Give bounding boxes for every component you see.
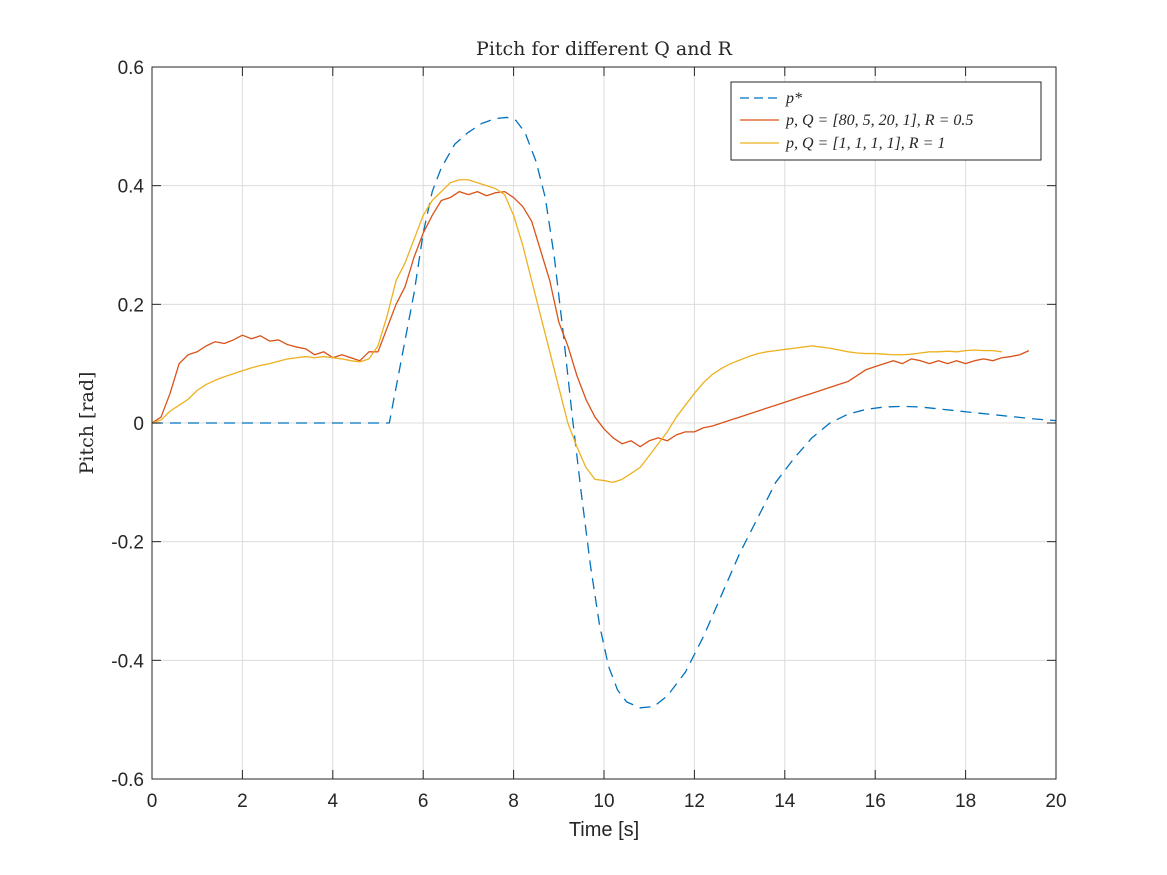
x-tick-label: 6 — [418, 791, 429, 812]
tick-labels: 0 2 4 6 8 10 12 14 16 18 20 -0.6 -0.4 -0.2 0 0.2 0.4 0.6 — [111, 58, 1066, 812]
legend-entry-p-star: p* — [740, 90, 802, 107]
legend-label: p* — [785, 90, 802, 107]
series-p-q1-line — [151, 179, 1002, 483]
y-tick-label: 0.6 — [118, 58, 144, 79]
series-layer — [151, 116, 1057, 709]
x-tick-label: 4 — [328, 791, 339, 812]
y-tick-label: -0.6 — [111, 770, 144, 791]
x-tick-label: 20 — [1045, 791, 1066, 812]
legend: p* p, Q = [80, 5, 20, 1], R = 0.5 p, Q = [… — [730, 81, 1042, 161]
x-tick-label: 2 — [237, 791, 248, 812]
x-tick-label: 8 — [508, 791, 519, 812]
legend-entry-p-q1: p, Q = [1, 1, 1, 1], R = 1 — [740, 135, 945, 152]
series-p-q80-line — [151, 190, 1030, 448]
y-tick-label: 0.4 — [118, 177, 145, 198]
y-tick-label: -0.2 — [111, 533, 144, 554]
legend-box — [730, 81, 1042, 161]
x-tick-label: 0 — [147, 791, 158, 812]
ticks — [151, 66, 1057, 780]
y-tick-label: 0 — [133, 414, 144, 435]
x-tick-label: 16 — [865, 791, 886, 812]
y-tick-label: -0.4 — [111, 651, 144, 672]
y-tick-label: 0.2 — [118, 295, 144, 316]
x-tick-label: 18 — [955, 791, 976, 812]
series-p-star-line — [152, 116, 1057, 709]
x-tick-label: 14 — [774, 791, 796, 812]
chart-title: Pitch for different Q and R — [476, 38, 733, 60]
y-axis-title: Pitch [rad] — [76, 372, 98, 475]
legend-label: p, Q = [1, 1, 1, 1], R = 1 — [785, 135, 945, 152]
x-tick-label: 12 — [684, 791, 705, 812]
legend-label: p, Q = [80, 5, 20, 1], R = 0.5 — [785, 112, 973, 129]
x-axis-title: Time [s] — [569, 819, 639, 841]
legend-entry-p-q80: p, Q = [80, 5, 20, 1], R = 0.5 — [740, 112, 973, 129]
x-tick-label: 10 — [593, 791, 614, 812]
